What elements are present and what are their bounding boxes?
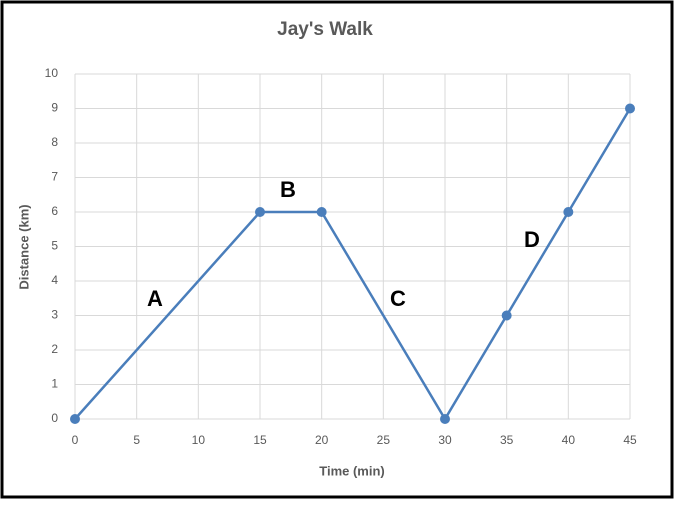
point [255,207,265,217]
x-tick-label: 5 [133,433,140,447]
x-tick-label: 20 [315,433,329,447]
x-tick-label: 35 [500,433,514,447]
y-tick-label: 9 [51,101,58,115]
x-axis-label: Time (min) [319,463,385,478]
y-tick-label: 8 [51,135,58,149]
y-tick-label: 1 [51,377,58,391]
y-tick-label: 6 [51,204,58,218]
y-tick-label: 4 [51,273,58,287]
y-tick-label: 0 [51,411,58,425]
y-tick-label: 2 [51,342,58,356]
point [501,310,512,321]
x-tick-label: 45 [623,433,637,447]
x-tick-label: 25 [377,433,391,447]
y-tick-label: 3 [51,308,58,322]
point [440,414,450,424]
x-tick-label: 10 [192,433,206,447]
point [625,103,635,114]
y-axis-label: Distance (km) [16,204,31,289]
annotation: C [390,286,406,311]
annotation: B [280,177,296,202]
annotation: A [147,286,163,311]
y-tick-label: 7 [51,170,58,184]
y-tick-label: 10 [45,66,59,80]
x-tick-label: 0 [72,433,79,447]
point [70,414,80,424]
chart-title: Jay's Walk [277,19,373,40]
x-tick-label: 30 [438,433,452,447]
point [563,207,574,217]
frame [0,0,674,499]
x-tick-label: 15 [253,433,267,447]
x-tick-label: 40 [562,433,576,447]
point [316,207,327,217]
y-tick-label: 5 [51,239,58,253]
annotation: D [524,227,540,252]
